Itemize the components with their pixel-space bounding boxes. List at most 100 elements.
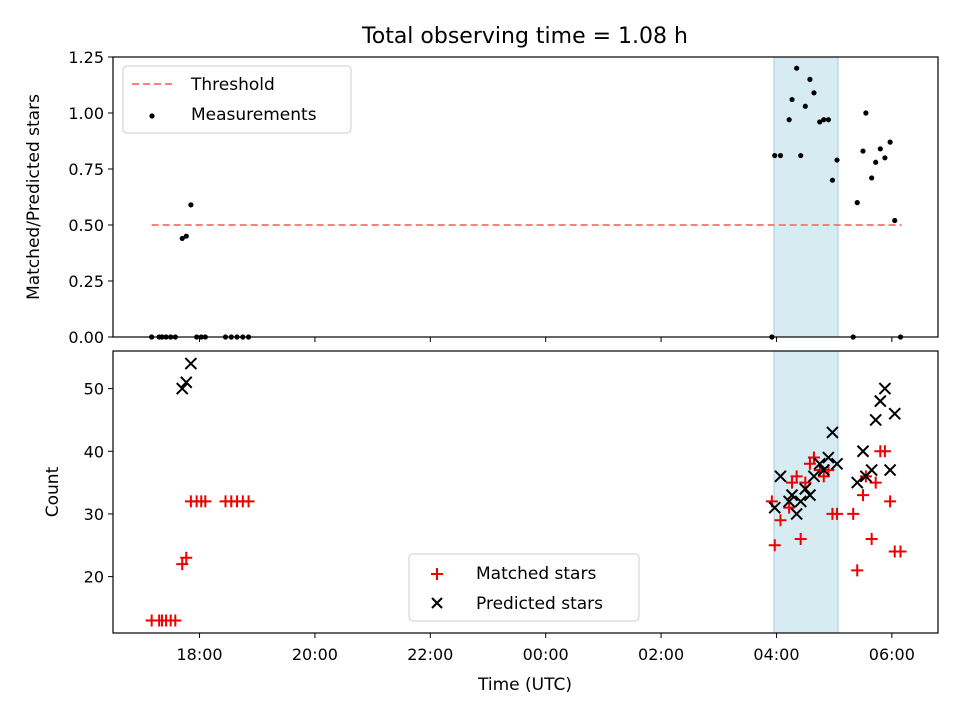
top-y-tick-label: 1.00 [68,104,104,123]
measurement-point [869,175,875,181]
legend-matched-swatch [431,568,443,580]
matched-star-marker [847,507,860,520]
top-axes-frame [112,56,939,338]
matched-star-marker [865,533,878,545]
measurement-point [802,103,808,109]
matched-star-marker [774,514,787,527]
measurement-point [854,200,860,206]
bottom-y-ticks: 20 30 40 50 [84,380,113,587]
top-y-tick-label: 0.75 [68,160,104,179]
matched-star-marker [783,501,796,514]
chart-title: Total observing time = 1.08 h [361,24,688,49]
matched-star-marker [869,476,882,489]
predicted-star-marker [888,407,901,420]
predicted-star-marker [851,476,864,489]
measurement-point [882,155,888,161]
bottom-y-axis-label: Count [43,466,63,517]
x-tick-label: 02:00 [638,645,684,664]
top-legend-box [122,65,352,134]
measurement-point [825,117,831,123]
bottom-legend: Matched stars Predicted stars [408,553,640,622]
measurement-point [777,152,784,159]
measurement-point [807,76,813,82]
measurement-point [873,159,879,165]
predicted-star-marker [180,376,193,389]
matched-star-marker [803,457,816,470]
matched-star-marker [831,507,844,520]
predicted-star-marker [768,501,781,514]
predicted-star-marker [785,488,799,502]
measurement-point [863,110,869,116]
measurement-point [183,233,189,239]
predicted-star-marker [782,495,796,508]
matched-star-marker [851,564,864,577]
top-y-tick-label: 0.25 [68,272,104,291]
measurement-point [860,148,866,154]
measurement-point [834,157,840,163]
measurement-point [794,65,800,71]
matched-star-marker [884,495,897,508]
measurement-point [811,90,817,96]
legend-predicted-label: Predicted stars [476,594,603,614]
predicted-star-marker [799,482,812,496]
matched-star-marker [817,470,830,483]
measurement-point [188,202,194,208]
measurement-point [786,117,792,123]
bottom-y-tick-label: 40 [84,442,104,461]
measurement-point [179,235,185,242]
predicted-star-marker [803,488,817,502]
predicted-star-marker [856,445,870,458]
matched-star-marker [180,551,193,564]
top-y-tick-label: 0.50 [68,216,104,235]
matched-star-marker [857,489,869,502]
bottom-legend-box [408,553,640,622]
legend-measurements-label: Measurements [191,105,317,125]
predicted-star-marker [830,457,844,471]
bottom-y-tick-label: 20 [84,568,104,587]
bottom-y-tick-label: 50 [84,380,104,399]
predicted-star-marker [874,394,887,408]
legend-threshold-label: Threshold [190,75,275,95]
top-y-ticks: 0.00 0.25 0.50 0.75 1.00 1.25 [68,48,113,347]
x-tick-label: 22:00 [407,645,453,664]
top-observing-window [773,56,839,338]
predicted-star-marker [826,426,839,439]
top-legend: Threshold Measurements [122,65,352,134]
matched-star-marker [786,476,799,489]
top-y-axis-label: Matched/Predicted stars [24,94,44,300]
matched-star-marker [242,495,255,508]
x-tick-label: 00:00 [523,645,569,664]
measurement-points [149,65,904,340]
predicted-star-markers [176,357,901,521]
legend-predicted-swatch [431,597,443,609]
x-tick-label: 06:00 [869,645,915,664]
predicted-star-marker [878,382,892,395]
measurement-point [798,152,804,159]
measurement-point [817,119,823,125]
predicted-star-marker [883,463,897,477]
legend-matched-label: Matched stars [476,564,596,584]
predicted-star-marker [790,507,803,521]
matched-star-marker [799,476,812,489]
bottom-panel: 20 30 40 50 18:00 20:00 22:00 00:00 02:00 04:00 0… [43,350,939,695]
bottom-x-ticks: 18:00 20:00 22:00 00:00 02:00 04:00 06:00 [176,633,915,664]
top-y-tick-label: 0.00 [68,328,104,347]
predicted-star-marker [176,382,189,395]
predicted-star-marker [869,413,882,427]
matched-star-marker [199,495,212,508]
matched-star-marker [878,445,891,458]
top-x-ticks [199,337,893,342]
x-tick-label: 20:00 [292,645,338,664]
matched-star-marker [176,558,189,571]
legend-measurements-swatch [149,113,155,119]
measurement-point [892,217,898,224]
matched-star-marker [807,451,820,464]
matched-star-marker [169,614,182,627]
matched-star-marker [894,545,907,558]
predicted-star-marker [774,470,787,483]
measurement-point [877,146,883,152]
predicted-star-marker [184,357,198,370]
matched-star-markers [145,445,907,627]
measurement-point [887,139,893,145]
